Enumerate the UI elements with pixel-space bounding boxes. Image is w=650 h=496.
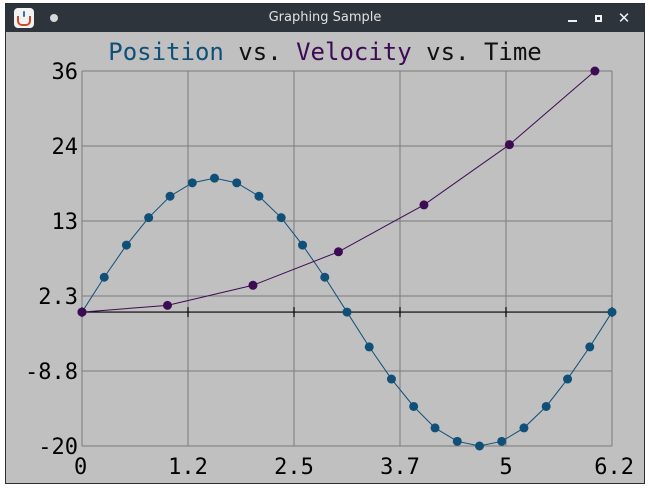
- title-position: Position: [108, 38, 224, 66]
- x-tick-label: 6.2: [594, 455, 634, 480]
- y-tick-label: 24: [52, 135, 79, 160]
- chart-plot: 36 24 13 2.3 -8.8 -200 1.2 2.5 3.7 5 6.2: [25, 60, 634, 480]
- title-time: Time: [483, 38, 542, 66]
- window-title: Graphing Sample: [268, 10, 382, 25]
- maximize-button[interactable]: [588, 8, 608, 28]
- minimize-button[interactable]: [562, 8, 582, 28]
- y-tick-label: 13: [52, 210, 79, 235]
- title-bar[interactable]: Graphing Sample ✕: [6, 4, 644, 32]
- velocity-series-line: [81, 70, 596, 313]
- position-point: [342, 307, 352, 317]
- cup-mark: [17, 16, 31, 26]
- x-tick-label: 3.7: [380, 455, 420, 480]
- maximize-icon: [594, 14, 602, 22]
- position-point: [386, 374, 396, 384]
- position-point: [144, 213, 154, 223]
- position-point: [409, 401, 419, 411]
- position-point: [585, 342, 595, 352]
- position-point: [563, 374, 573, 384]
- velocity-point: [504, 140, 514, 150]
- velocity-point: [333, 247, 343, 257]
- velocity-point: [590, 66, 600, 76]
- close-button[interactable]: ✕: [614, 8, 634, 28]
- velocity-point: [248, 280, 258, 290]
- position-point: [541, 401, 551, 411]
- position-point: [121, 240, 131, 250]
- steam-mark: [23, 11, 25, 17]
- pin-icon[interactable]: [50, 14, 58, 22]
- app-window: Graphing Sample ✕ Position vs. Velocity …: [5, 3, 645, 484]
- close-icon: ✕: [617, 9, 631, 27]
- position-point: [276, 213, 286, 223]
- series-group: [77, 66, 617, 451]
- position-point: [497, 436, 507, 446]
- y-tick-label: -20: [38, 435, 78, 460]
- y-tick-label: -8.8: [25, 360, 78, 385]
- java-cup-icon[interactable]: [14, 8, 34, 28]
- position-point: [320, 272, 330, 282]
- position-point: [430, 423, 440, 433]
- chart-title: Position vs. Velocity vs. Time: [6, 37, 644, 67]
- x-tick-label: 0: [74, 455, 87, 480]
- position-point: [210, 173, 219, 183]
- position-point: [187, 178, 197, 188]
- position-point: [298, 240, 308, 250]
- grid: [81, 70, 613, 447]
- position-point: [364, 342, 374, 352]
- velocity-point: [419, 200, 429, 210]
- x-tick-label: 2.5: [274, 455, 314, 480]
- position-point: [254, 191, 264, 201]
- position-point: [452, 436, 462, 446]
- velocity-point: [162, 300, 172, 310]
- position-point: [475, 441, 484, 451]
- position-point: [519, 423, 529, 433]
- minimize-icon: [567, 20, 577, 22]
- position-point: [99, 272, 109, 282]
- y-tick-label: 2.3: [38, 285, 78, 310]
- y-tick-label: 36: [52, 60, 79, 85]
- position-point: [607, 307, 617, 317]
- position-point: [165, 191, 175, 201]
- title-separator-2: vs.: [411, 38, 484, 66]
- title-separator-1: vs.: [223, 38, 297, 66]
- x-tick-label: 5: [499, 455, 512, 480]
- tick-labels: 36 24 13 2.3 -8.8 -200 1.2 2.5 3.7 5 6.2: [25, 60, 634, 480]
- x-tick-label: 1.2: [168, 455, 208, 480]
- position-point: [232, 178, 242, 188]
- title-velocity: Velocity: [296, 38, 412, 66]
- velocity-point: [77, 307, 87, 317]
